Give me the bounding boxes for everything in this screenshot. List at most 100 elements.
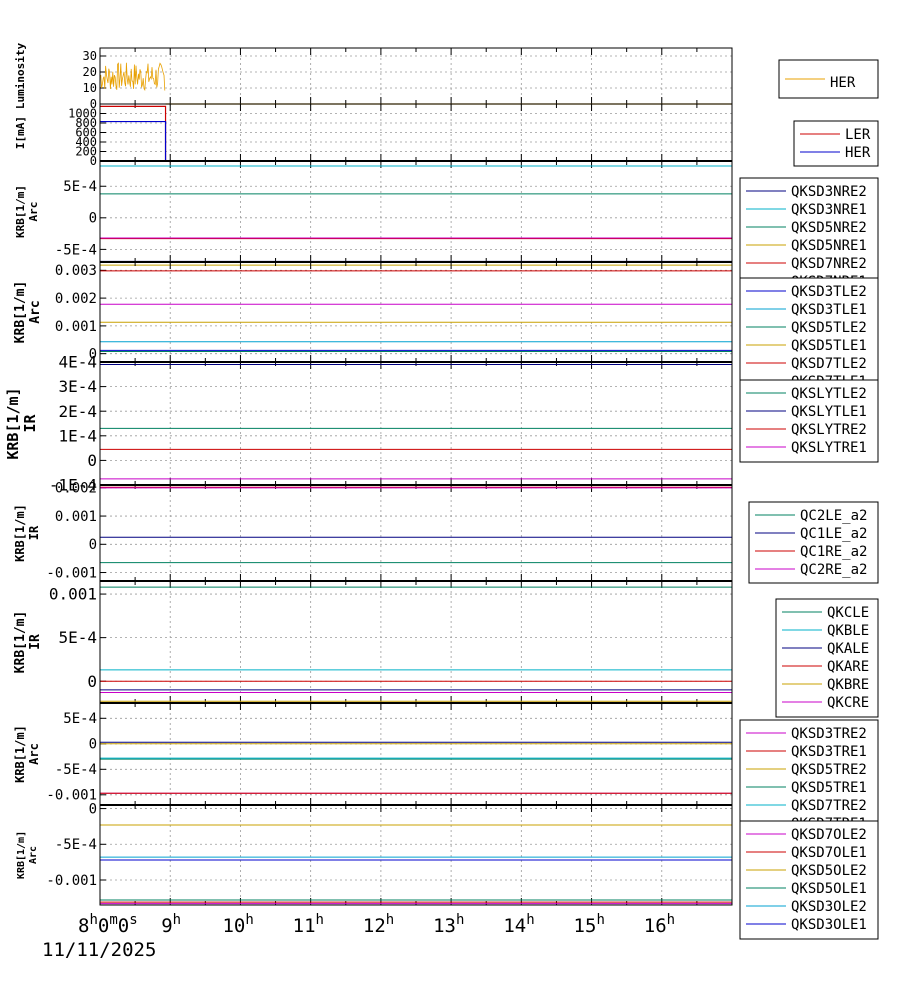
legend-box bbox=[739, 177, 879, 297]
panel-arc_tre: -0.001 -5E-4 0 5E-4 KRB[1/m] Arc bbox=[13, 702, 733, 806]
legend-label: QKCRE bbox=[827, 695, 869, 711]
x-tick-label: 8h0m0s bbox=[78, 912, 138, 937]
y-axis-title-2: Arc bbox=[27, 743, 41, 765]
panel-arc_ole: -0.001 -5E-4 0 KRB[1/m] Arc bbox=[16, 801, 733, 906]
legend-box bbox=[739, 379, 879, 463]
series-line bbox=[100, 105, 732, 162]
legend-label: QKSD7NRE2 bbox=[791, 256, 867, 272]
legend-label: QKSD3TRE1 bbox=[791, 744, 867, 760]
legend-label: QKSD7OLE2 bbox=[791, 827, 867, 843]
y-axis-title: I[mA] bbox=[14, 116, 27, 149]
legend-label: QKBRE bbox=[827, 677, 869, 693]
legend-label: QC2LE_a2 bbox=[800, 508, 867, 524]
legend-current: LER HER bbox=[793, 120, 879, 167]
y-tick-label: 400 bbox=[75, 135, 97, 149]
legend-label: QKCLE bbox=[827, 605, 869, 621]
y-tick-label: 3E-4 bbox=[58, 377, 97, 396]
legend-label: QKSD5NRE2 bbox=[791, 220, 867, 236]
y-tick-label: -5E-4 bbox=[55, 242, 97, 258]
y-axis-title: KRB[1/m] bbox=[13, 281, 28, 344]
plot-frame bbox=[99, 160, 733, 263]
y-tick-label: -1E-4 bbox=[49, 476, 97, 495]
legend-label: HER bbox=[845, 145, 871, 161]
y-tick-label: -5E-4 bbox=[55, 837, 97, 853]
plot-frame bbox=[99, 804, 733, 906]
legend-label: LER bbox=[845, 127, 871, 143]
legend-label: QKSD5TRE2 bbox=[791, 762, 867, 778]
x-tick-label: 10h bbox=[222, 912, 253, 937]
legend-ir_sly: QKSLYTLE2 QKSLYTLE1 QKSLYTRE2 QKSLYTRE1 bbox=[739, 379, 879, 463]
legend-label: QC2RE_a2 bbox=[800, 562, 867, 578]
plot-frame bbox=[99, 361, 733, 486]
x-axis: 8h0m0s 9h 10h 11h 12h 13h 14h 15h 16h 11/11/2025 bbox=[42, 912, 675, 961]
legend-label: QC1RE_a2 bbox=[800, 544, 867, 560]
legend-label: QKSLYTRE2 bbox=[791, 422, 867, 438]
legend-label: QKSD3TLE1 bbox=[791, 302, 867, 318]
y-tick-label: 20 bbox=[83, 65, 97, 79]
x-tick-label: 16h bbox=[644, 912, 675, 937]
y-axis-title-2: Arc bbox=[28, 846, 39, 864]
y-tick-label: 1000 bbox=[68, 107, 97, 121]
y-tick-label: 0 bbox=[89, 211, 97, 227]
y-tick-label: 5E-4 bbox=[63, 711, 97, 727]
legend-label: QKBLE bbox=[827, 623, 869, 639]
plot-frame bbox=[99, 580, 733, 704]
legend-label: QC1LE_a2 bbox=[800, 526, 867, 542]
y-tick-label: 0 bbox=[89, 347, 97, 363]
y-tick-label: 0 bbox=[87, 672, 97, 691]
legend-ir_qk: QKCLE QKBLE QKALE QKARE QKBRE QKCRE bbox=[775, 598, 879, 718]
y-tick-label: 600 bbox=[75, 126, 97, 140]
y-axis-title: KRB[1/m] bbox=[16, 831, 27, 879]
y-tick-label: 5E-4 bbox=[58, 628, 97, 647]
y-tick-label: 0 bbox=[89, 737, 97, 753]
panel-arc_tle: 0 0.001 0.002 0.003 KRB[1/m] Arc bbox=[13, 261, 733, 363]
y-tick-label: 0.003 bbox=[55, 263, 97, 279]
y-tick-label: 0.002 bbox=[55, 291, 97, 307]
legend-box bbox=[739, 277, 879, 397]
x-tick-label: 13h bbox=[433, 912, 464, 937]
y-axis-title-2: IR bbox=[21, 414, 39, 433]
y-tick-label: 0.001 bbox=[55, 509, 97, 525]
legend-arc_nre: QKSD3NRE2 QKSD3NRE1 QKSD5NRE2 QKSD5NRE1 QKSD… bbox=[739, 177, 879, 297]
y-axis-title-2: IR bbox=[28, 634, 43, 650]
y-tick-label: -5E-4 bbox=[55, 762, 97, 778]
plot-frame bbox=[99, 484, 733, 582]
legend-arc_tle: QKSD3TLE2 QKSD3TLE1 QKSD5TLE2 QKSD5TLE1 QKSD… bbox=[739, 277, 879, 397]
y-tick-label: 0.001 bbox=[55, 319, 97, 335]
legend-box bbox=[739, 719, 879, 839]
legend-box bbox=[793, 120, 879, 167]
x-tick-label: 15h bbox=[574, 912, 605, 937]
legend-label: QKSD5TLE1 bbox=[791, 338, 867, 354]
y-tick-label: 2E-4 bbox=[58, 402, 97, 421]
plot-frame bbox=[99, 261, 733, 363]
y-tick-label: -0.001 bbox=[46, 565, 97, 581]
y-tick-label: 30 bbox=[83, 49, 97, 63]
y-axis-title: KRB[1/m] bbox=[13, 611, 28, 674]
y-axis-title-2: Arc bbox=[28, 300, 43, 323]
legend-label: QKSD7TLE2 bbox=[791, 356, 867, 372]
legend-label: QKSD5TLE2 bbox=[791, 320, 867, 336]
y-axis-title-2: Arc bbox=[27, 202, 40, 222]
panel-ir_qc: -0.001 0 0.001 0.002 KRB[1/m] IR bbox=[13, 481, 733, 582]
legend-label: QKSLYTLE2 bbox=[791, 386, 867, 402]
legend-box bbox=[775, 598, 879, 718]
legend-label: QKSD3NRE1 bbox=[791, 202, 867, 218]
x-tick-label: 14h bbox=[503, 912, 534, 937]
legend-ir_qc: QC2LE_a2 QC1LE_a2 QC1RE_a2 QC2RE_a2 bbox=[748, 501, 879, 584]
legend-label: QKSD5TRE1 bbox=[791, 780, 867, 796]
date-label: 11/11/2025 bbox=[42, 939, 156, 961]
legend-label: QKSLYTLE1 bbox=[791, 404, 867, 420]
legend-label: HER bbox=[830, 75, 856, 91]
legend-luminosity: HER bbox=[778, 59, 879, 99]
y-axis-title: KRB[1/m] bbox=[13, 725, 27, 783]
legend-label: QKSD3OLE1 bbox=[791, 917, 867, 933]
y-tick-label: -0.001 bbox=[46, 873, 97, 889]
panel-luminosity: 0 10 20 30 Luminosity bbox=[14, 43, 733, 111]
legend-arc_ole: QKSD7OLE2 QKSD7OLE1 QKSD5OLE2 QKSD5OLE1 QKSD… bbox=[739, 820, 879, 940]
legend-label: QKSD7TRE2 bbox=[791, 798, 867, 814]
legend-label: QKSD3TLE2 bbox=[791, 284, 867, 300]
x-tick-label: 11h bbox=[293, 912, 324, 937]
panel-arc_nre: -5E-4 0 5E-4 KRB[1/m] Arc bbox=[14, 160, 733, 266]
